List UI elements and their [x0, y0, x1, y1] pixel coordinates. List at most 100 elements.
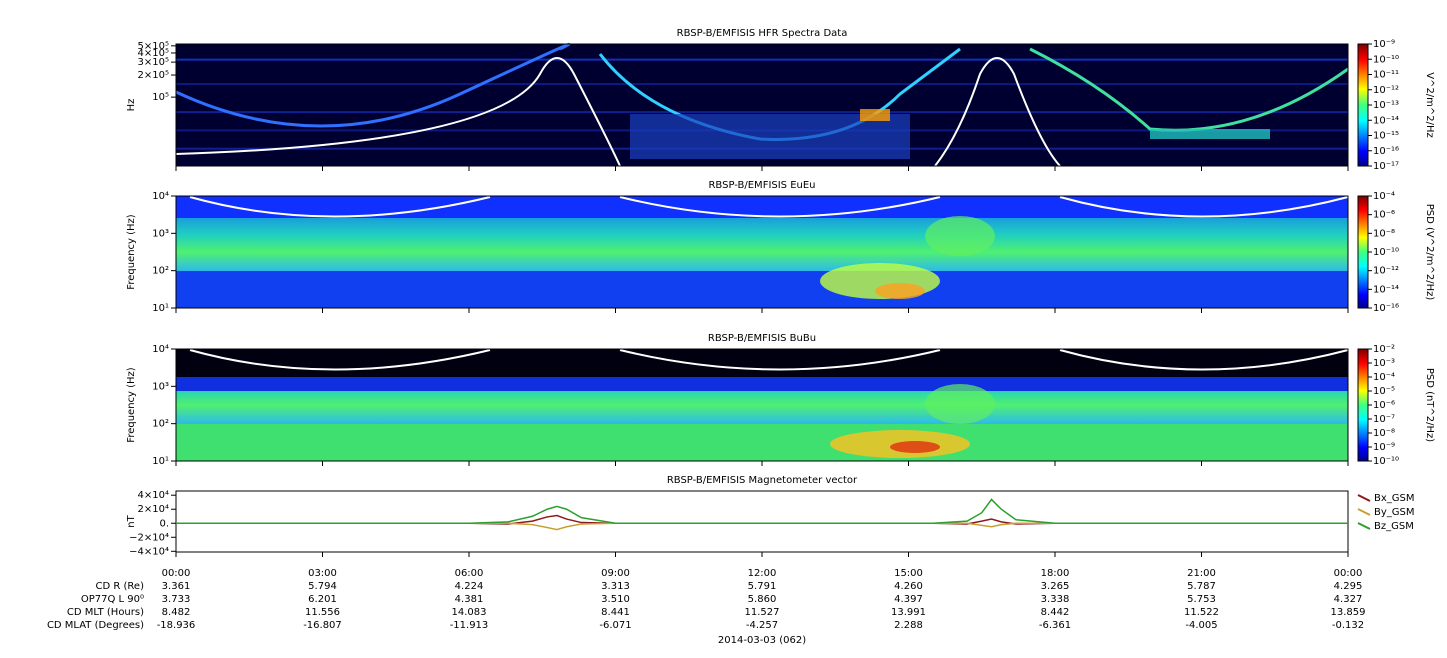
plot-frame: [175, 490, 1349, 553]
y-tick-label: −4×10⁴: [129, 546, 169, 557]
plot-frame: [175, 348, 1349, 462]
y-tick-label: 10³: [152, 228, 169, 239]
y-axis-label: Frequency (Hz): [126, 367, 137, 443]
ephemeris-value: 8.441: [601, 607, 630, 618]
y-tick-label: −2×10⁴: [129, 532, 169, 543]
y-tick-label: 10⁵: [152, 92, 169, 103]
y-axis-label: Frequency (Hz): [126, 214, 137, 290]
ephemeris-value: 11.527: [745, 607, 780, 618]
colorbar: [1357, 195, 1369, 309]
colorbar-tick-label: 10⁻¹⁴: [1373, 115, 1399, 126]
legend-swatch: [1357, 508, 1371, 516]
colorbar-label: PSD (nT^2/Hz): [1424, 368, 1435, 442]
ephemeris-value: 11.522: [1184, 607, 1219, 618]
ephemeris-value: -16.807: [303, 620, 342, 631]
ephemeris-value: -18.936: [157, 620, 196, 631]
ephemeris-label: OP77Q L 90⁰: [81, 594, 144, 605]
ephemeris-label: CD MLAT (Degrees): [47, 620, 144, 631]
upper: [176, 349, 1348, 377]
ephemeris-value: 3.733: [162, 594, 191, 605]
colorbar-tick-label: 10⁻¹²: [1373, 266, 1399, 277]
colorbar-tick-label: 10⁻¹²: [1373, 85, 1399, 96]
ephemeris-value: 6.201: [308, 594, 337, 605]
y-axis-label: Hz: [126, 99, 137, 112]
colorbar: [1357, 43, 1369, 167]
panel-title: RBSP-B/EMFISIS EuEu: [708, 180, 815, 191]
ephemeris-value: 14.083: [452, 607, 487, 618]
emission: [925, 384, 995, 424]
ephemeris-label: CD R (Re): [96, 581, 145, 592]
date-label: 2014-03-03 (062): [718, 635, 806, 646]
plot-frame: [175, 195, 1349, 309]
ephemeris-value: 5.753: [1187, 594, 1216, 605]
x-tick-label: 00:00: [1334, 568, 1363, 579]
ephemeris-value: 4.295: [1334, 581, 1363, 592]
ephemeris-value: 4.327: [1334, 594, 1363, 605]
band: [176, 83, 1348, 86]
legend-label: By_GSM: [1374, 507, 1415, 518]
lower: [176, 271, 1348, 308]
ephemeris-value: 4.224: [455, 581, 484, 592]
x-tick-label: 03:00: [308, 568, 337, 579]
ephemeris-value: 3.361: [162, 581, 191, 592]
y-tick-label: 10¹: [152, 303, 169, 314]
ephemeris-value: 13.991: [891, 607, 926, 618]
colorbar-tick-label: 10⁻¹³: [1373, 100, 1399, 111]
emission: [630, 114, 910, 159]
ephemeris-value: 4.260: [894, 581, 923, 592]
colorbar-tick-label: 10⁻⁹: [1373, 442, 1395, 453]
y-tick-label: 10²: [152, 419, 169, 430]
ephemeris-value: 8.442: [1041, 607, 1070, 618]
ephemeris-value: 3.265: [1041, 581, 1070, 592]
colorbar-tick-label: 10⁻¹⁵: [1373, 131, 1399, 142]
fce-line: [175, 57, 621, 167]
spectrogram-image: [176, 196, 1349, 308]
colorbar-tick-label: 10⁻¹⁰: [1373, 54, 1399, 65]
y-tick-label: 4×10⁵: [138, 48, 169, 59]
colorbar-tick-label: 10⁻¹¹: [1373, 70, 1399, 81]
y-tick-label: 10¹: [152, 456, 169, 467]
ephemeris-value: 4.397: [894, 594, 923, 605]
emission: [875, 283, 925, 299]
cutoff-trace: [175, 42, 571, 128]
ephemeris-label: CD MLT (Hours): [67, 607, 144, 618]
emission: [1150, 129, 1270, 139]
colorbar-tick-label: 10⁻⁵: [1373, 386, 1395, 397]
lower: [176, 424, 1348, 461]
emission: [860, 109, 890, 121]
x-tick-label: 21:00: [1187, 568, 1216, 579]
ephemeris-value: -11.913: [450, 620, 489, 631]
ephemeris-value: -4.257: [746, 620, 778, 631]
colorbar-label: V^2/m^2/Hz: [1424, 72, 1435, 138]
legend-swatch: [1357, 494, 1371, 502]
ephemeris-value: 8.482: [162, 607, 191, 618]
emission: [890, 441, 940, 453]
colorbar-tick-label: 10⁻⁸: [1373, 428, 1395, 439]
mid: [176, 377, 1348, 391]
ephemeris-value: 11.556: [305, 607, 340, 618]
legend-label: Bx_GSM: [1374, 493, 1415, 504]
colorbar-tick-label: 10⁻⁶: [1373, 210, 1395, 221]
x-tick-label: 12:00: [748, 568, 777, 579]
ephemeris-value: 4.381: [455, 594, 484, 605]
colorbar-tick-label: 10⁻¹⁶: [1373, 303, 1399, 314]
colorbar-tick-label: 10⁻⁹: [1373, 39, 1395, 50]
series-line: [176, 522, 1348, 531]
spectrogram-image: [176, 349, 1349, 461]
emission: [925, 216, 995, 256]
y-tick-label: 10⁴: [152, 344, 169, 355]
series-line: [176, 498, 1348, 525]
y-tick-label: 10²: [152, 266, 169, 277]
colorbar-tick-label: 10⁻¹⁴: [1373, 284, 1399, 295]
x-tick-label: 00:00: [162, 568, 191, 579]
colorbar-tick-label: 10⁻²: [1373, 344, 1395, 355]
ephemeris-value: 3.338: [1041, 594, 1070, 605]
x-tick-label: 18:00: [1041, 568, 1070, 579]
ephemeris-value: 2.288: [894, 620, 923, 631]
panel-title: RBSP-B/EMFISIS BuBu: [708, 333, 816, 344]
x-tick-label: 09:00: [601, 568, 630, 579]
colorbar-tick-label: 10⁻³: [1373, 358, 1395, 369]
y-tick-label: 2×10⁵: [138, 70, 169, 81]
colorbar-tick-label: 10⁻⁸: [1373, 228, 1395, 239]
